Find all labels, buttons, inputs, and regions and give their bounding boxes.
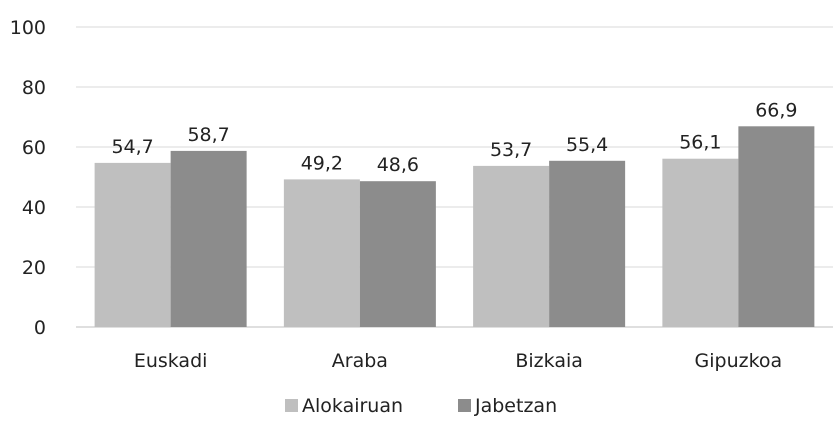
legend-swatch-alokairuan	[285, 399, 298, 412]
data-label: 56,1	[679, 132, 721, 154]
data-label: 58,7	[187, 124, 229, 146]
category-label: Bizkaia	[515, 350, 583, 372]
y-axis-ticks: 0 20 40 60 80 100	[10, 17, 46, 339]
category-label: Gipuzkoa	[695, 350, 783, 372]
bar-jabetzan-bizkaia	[549, 160, 626, 327]
data-label: 48,6	[377, 154, 419, 176]
y-tick-label: 0	[34, 317, 46, 339]
data-label: 55,4	[566, 134, 608, 156]
y-tick-label: 80	[22, 77, 46, 99]
y-tick-label: 60	[22, 137, 46, 159]
data-labels: 54,7 58,7 49,2 48,6 53,7 55,4 56,1 66,9	[111, 99, 797, 176]
y-tick-label: 20	[22, 257, 46, 279]
bars	[94, 126, 815, 327]
bar-alokairuan-euskadi	[94, 162, 171, 327]
legend-swatch-jabetzan	[458, 399, 471, 412]
data-label: 66,9	[755, 99, 797, 121]
bar-jabetzan-euskadi	[170, 150, 247, 327]
legend-label-jabetzan: Jabetzan	[474, 395, 557, 417]
bar-jabetzan-araba	[359, 181, 436, 327]
bar-alokairuan-araba	[283, 179, 360, 327]
data-label: 54,7	[111, 136, 153, 158]
legend-label-alokairuan: Alokairuan	[302, 395, 403, 417]
category-label: Araba	[332, 350, 388, 372]
bar-alokairuan-bizkaia	[473, 165, 550, 327]
data-label: 53,7	[490, 139, 532, 161]
data-label: 49,2	[301, 152, 343, 174]
legend: Alokairuan Jabetzan	[285, 395, 557, 417]
bar-alokairuan-gipuzkoa	[662, 158, 739, 327]
bar-jabetzan-gipuzkoa	[738, 126, 815, 327]
x-axis-categories: Euskadi Araba Bizkaia Gipuzkoa	[134, 350, 782, 372]
y-tick-label: 100	[10, 17, 46, 39]
y-tick-label: 40	[22, 197, 46, 219]
category-label: Euskadi	[134, 350, 208, 372]
